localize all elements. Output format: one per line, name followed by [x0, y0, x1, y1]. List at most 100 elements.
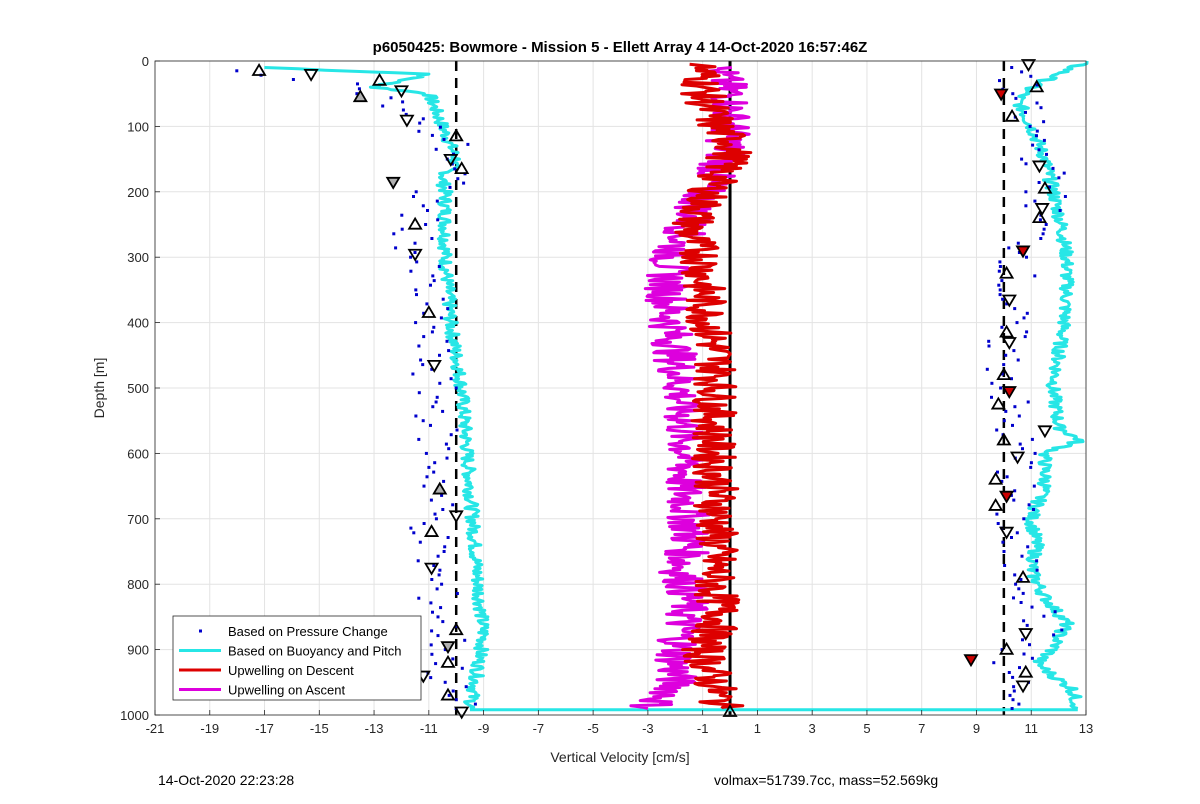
pressure-change-point [1035, 101, 1039, 105]
pressure-change-point [1016, 358, 1020, 362]
pressure-change-point [429, 676, 433, 680]
x-tick-label: 7 [918, 721, 925, 736]
pressure-change-point [1042, 120, 1046, 124]
legend-entry-label: Based on Pressure Change [228, 624, 388, 639]
pressure-change-point [1024, 110, 1027, 114]
pressure-change-point [1035, 134, 1038, 138]
pressure-change-point [1025, 255, 1028, 259]
x-tick-label: -13 [365, 721, 384, 736]
pressure-change-point [412, 195, 415, 198]
pressure-change-point [418, 540, 422, 544]
triangle-marker [399, 114, 415, 128]
x-tick-label: -15 [310, 721, 329, 736]
pressure-change-point [1021, 638, 1024, 642]
pressure-change-point [1011, 92, 1015, 96]
pressure-change-point [1004, 353, 1008, 357]
pressure-change-point [404, 112, 408, 116]
pressure-change-point [1029, 461, 1033, 465]
pressure-change-point [438, 381, 442, 385]
pressure-change-point [987, 339, 991, 343]
triangle-marker [1001, 337, 1017, 350]
y-tick-label: 400 [127, 316, 149, 331]
y-tick-label: 700 [127, 512, 149, 527]
pressure-change-point [1060, 628, 1064, 632]
pressure-change-point [1013, 307, 1017, 311]
pressure-change-point [417, 129, 421, 133]
pressure-change-point [1039, 237, 1043, 240]
legend: Based on Pressure Change Based on Buoyanc… [172, 615, 422, 701]
pressure-change-point [999, 386, 1003, 390]
pressure-change-point [435, 199, 439, 203]
y-tick-label: 0 [142, 54, 149, 69]
pressure-change-point [1012, 689, 1016, 693]
pressure-change-point [409, 526, 413, 530]
pressure-change-point [429, 498, 433, 502]
pressure-change-point [413, 251, 417, 254]
y-tick-label: 500 [127, 381, 149, 396]
pressure-change-point [1042, 614, 1046, 618]
pressure-change-point [1004, 409, 1008, 413]
pressure-change-point [1002, 419, 1006, 423]
pressure-change-point [415, 260, 419, 264]
pressure-change-point [409, 269, 413, 273]
pressure-change-point [1048, 185, 1051, 189]
pressure-change-point [429, 601, 433, 605]
pressure-change-point [442, 138, 446, 141]
pressure-change-point [1011, 423, 1014, 427]
pressure-change-point [1017, 587, 1021, 591]
pressure-change-point [1035, 83, 1039, 87]
pressure-change-point [1062, 171, 1066, 175]
triangle-marker [1031, 160, 1048, 174]
buoyancy-descent-line [264, 66, 490, 710]
pressure-change-point [443, 545, 447, 549]
pressure-change-point [1030, 656, 1034, 660]
pressure-change-point [1012, 685, 1016, 689]
triangle-marker [1015, 245, 1031, 259]
pressure-change-point [356, 82, 359, 86]
x-tick-label: -1 [697, 721, 709, 736]
triangle-marker [1037, 180, 1053, 194]
pressure-change-point [998, 260, 1002, 264]
pressure-change-point [442, 479, 446, 483]
legend-entry-label: Based on Buoyancy and Pitch [228, 644, 401, 659]
triangle-marker [1004, 108, 1020, 122]
pressure-change-point [1042, 227, 1046, 231]
pressure-change-point [453, 167, 457, 171]
triangle-marker [999, 265, 1015, 279]
pressure-change-point [446, 536, 450, 539]
pressure-change-point [357, 87, 361, 91]
pressure-change-point [454, 386, 458, 390]
pressure-change-point [422, 335, 426, 339]
triangle-marker [1001, 386, 1017, 400]
pressure-change-point [414, 414, 418, 418]
pressure-change-point [1010, 377, 1013, 381]
pressure-change-point [1014, 96, 1018, 100]
pressure-change-point [1012, 596, 1015, 600]
y-tick-label: 200 [127, 185, 149, 200]
triangle-marker [371, 72, 388, 86]
pressure-change-point [995, 428, 999, 432]
pressure-change-point [1033, 274, 1037, 278]
y-tick-label: 300 [127, 250, 149, 265]
pressure-change-point [431, 274, 435, 278]
pressure-change-point [1012, 498, 1016, 502]
pressure-change-point [411, 372, 415, 376]
pressure-change-point [433, 512, 437, 516]
pressure-change-point [1016, 241, 1020, 245]
legend-swatch-points [199, 629, 202, 633]
pressure-change-point [427, 465, 431, 469]
pressure-change-point [355, 92, 359, 96]
pressure-change-point [419, 358, 423, 362]
triangle-marker [423, 524, 440, 537]
pressure-change-point [1010, 536, 1013, 539]
pressure-change-point [421, 363, 425, 367]
pressure-change-point [463, 638, 467, 642]
triangle-marker [1020, 59, 1037, 73]
pressure-change-point [998, 288, 1002, 292]
pressure-change-point [451, 503, 455, 507]
pressure-change-point [437, 573, 441, 577]
triangle-marker [999, 526, 1015, 540]
pressure-change-point [1018, 666, 1021, 670]
pressure-change-point [400, 227, 404, 231]
pressure-change-point [434, 662, 438, 666]
